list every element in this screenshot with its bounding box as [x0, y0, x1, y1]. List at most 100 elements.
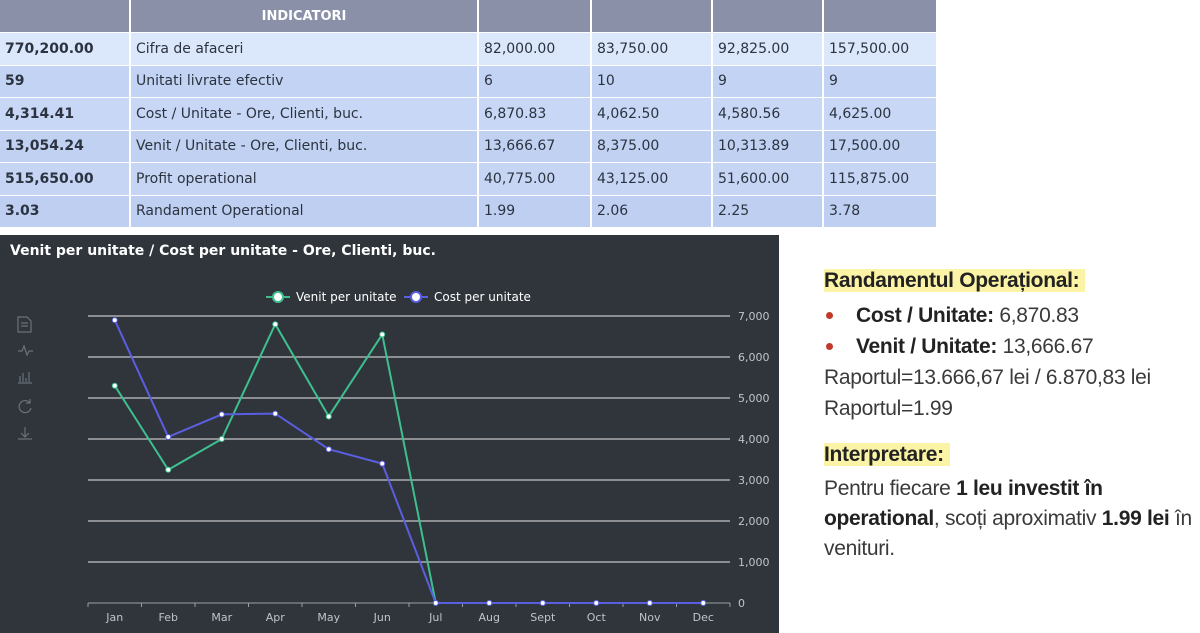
legend-marker[interactable] — [272, 291, 284, 303]
data-point[interactable] — [646, 600, 653, 606]
cell-value: 6 — [478, 64, 592, 98]
data-point[interactable] — [486, 600, 493, 606]
series-line-venit — [113, 322, 704, 604]
x-tick-label: Mar — [211, 611, 232, 624]
data-point[interactable] — [593, 600, 600, 606]
cell-indicator-name: Venit / Unitate - Ore, Clienti, buc. — [130, 129, 479, 163]
interp-part1: Pentru fiecare — [824, 477, 957, 500]
section-heading-randament: Randamentul Operațional: — [824, 266, 1200, 296]
ratio-result: Raportul=1.99 — [824, 397, 953, 420]
data-point[interactable] — [432, 600, 439, 606]
cell-indicator-name: Randament Operational — [130, 194, 479, 227]
cell-indicator-name: Cifra de afaceri — [130, 32, 479, 65]
x-tick-label: Aug — [479, 611, 500, 624]
y-tick-label: 3,000 — [738, 474, 770, 487]
cell-indicator-name: Cost / Unitate - Ore, Clienti, buc. — [130, 97, 479, 130]
y-tick-label: 7,000 — [738, 310, 770, 323]
table-row: 13,054.24 Venit / Unitate - Ore, Clienti… — [0, 129, 938, 163]
bar-chart-icon[interactable] — [18, 372, 32, 384]
cell-total: 515,650.00 — [0, 162, 131, 195]
cost-value: 6,870.83 — [999, 304, 1079, 327]
interpretation-text: Pentru fiecare 1 leu investit în operati… — [824, 474, 1200, 564]
y-tick-label: 4,000 — [738, 433, 770, 446]
data-point[interactable] — [325, 446, 332, 453]
x-tick-label: Dec — [693, 611, 714, 624]
cell-value: 2.25 — [712, 194, 824, 227]
cell-value: 43,125.00 — [591, 162, 713, 195]
y-tick-label: 6,000 — [738, 351, 770, 364]
x-tick-label: Apr — [266, 611, 286, 624]
cell-total: 3.03 — [0, 194, 131, 227]
table-header-row: INDICATORI — [0, 0, 938, 33]
data-point[interactable] — [111, 317, 118, 324]
y-tick-label: 1,000 — [738, 556, 770, 569]
cell-value: 115,875.00 — [823, 162, 938, 195]
data-point[interactable] — [111, 382, 118, 389]
x-tick-label: Feb — [159, 611, 178, 624]
refresh-icon[interactable] — [18, 399, 32, 414]
y-tick-label: 0 — [738, 597, 745, 610]
bar-chart-icon-path — [18, 372, 32, 384]
cell-value: 40,775.00 — [478, 162, 592, 195]
heading-interpretare-label: Interpretare: — [824, 443, 950, 466]
data-point[interactable] — [325, 413, 332, 420]
data-point[interactable] — [272, 321, 279, 328]
cell-value: 3.78 — [823, 194, 938, 227]
download-icon[interactable] — [18, 427, 32, 440]
header-cell-blank — [591, 0, 713, 33]
ratio-line: Raportul=13.666,67 lei / 6.870,83 lei — [824, 366, 1151, 389]
x-tick-label: May — [317, 611, 340, 624]
chart-title: Venit per unitate / Cost per unitate - O… — [10, 243, 436, 259]
cell-value: 1.99 — [478, 194, 592, 227]
cell-value: 10 — [591, 64, 713, 98]
data-point[interactable] — [165, 466, 172, 473]
cell-value: 4,580.56 — [712, 97, 824, 130]
cell-value: 4,625.00 — [823, 97, 938, 130]
y-tick-label: 2,000 — [738, 515, 770, 528]
line-chart-icon-path — [18, 344, 33, 357]
cell-total: 770,200.00 — [0, 32, 131, 65]
cell-indicator-name: Unitati livrate efectiv — [130, 64, 479, 98]
interp-bold1: 1 leu investit în operational — [824, 477, 1103, 530]
data-point[interactable] — [272, 410, 279, 417]
cell-total: 4,314.41 — [0, 97, 131, 130]
header-indicatori-label: INDICATORI — [261, 8, 347, 24]
venit-label: Venit / Unitate: — [856, 335, 998, 358]
x-tick-label: Jan — [105, 611, 123, 624]
legend-label[interactable]: Venit per unitate — [296, 290, 397, 304]
interp-part3: în venituri. — [824, 507, 1192, 560]
list-item: Cost / Unitate: 6,870.83 — [824, 300, 1200, 331]
header-cell-blank — [712, 0, 824, 33]
heading-randament-label: Randamentul Operațional: — [824, 269, 1086, 292]
table-row: 4,314.41 Cost / Unitate - Ore, Clienti, … — [0, 97, 938, 130]
cell-indicator-name: Profit operational — [130, 162, 479, 195]
data-point[interactable] — [165, 433, 172, 440]
data-point[interactable] — [218, 411, 225, 418]
header-cell-blank — [823, 0, 938, 33]
header-cell-indicatori: INDICATORI — [130, 0, 479, 33]
cell-value: 82,000.00 — [478, 32, 592, 65]
cell-value: 4,062.50 — [591, 97, 713, 130]
y-tick-label: 5,000 — [738, 392, 770, 405]
legend-label[interactable]: Cost per unitate — [434, 290, 531, 304]
cell-value: 83,750.00 — [591, 32, 713, 65]
header-cell-blank — [0, 0, 131, 33]
data-point[interactable] — [379, 460, 386, 467]
data-point[interactable] — [700, 600, 707, 606]
refresh-icon-path — [18, 399, 32, 414]
header-cell-blank — [478, 0, 592, 33]
cost-label: Cost / Unitate: — [856, 304, 994, 327]
cell-value: 6,870.83 — [478, 97, 592, 130]
legend-marker[interactable] — [410, 291, 422, 303]
cell-value: 13,666.67 — [478, 129, 592, 163]
data-point[interactable] — [218, 436, 225, 442]
data-point[interactable] — [539, 600, 546, 606]
list-item: Venit / Unitate: 13,666.67 — [824, 331, 1200, 362]
data-view-icon[interactable] — [17, 316, 32, 333]
data-point[interactable] — [379, 331, 386, 338]
data-view-icon-path — [17, 316, 32, 333]
cell-value: 9 — [823, 64, 938, 98]
line-chart-icon[interactable] — [18, 344, 33, 357]
bullet-icon — [826, 312, 833, 319]
cell-value: 17,500.00 — [823, 129, 938, 163]
